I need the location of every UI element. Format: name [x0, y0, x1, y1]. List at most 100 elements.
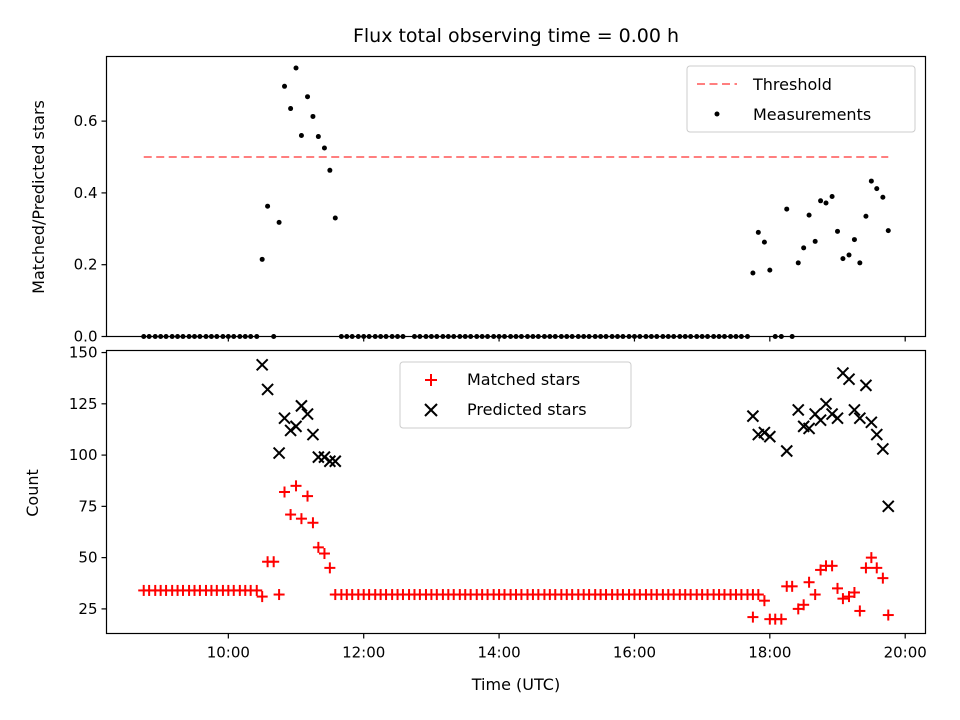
top-y-tick-label: 0.4 [74, 184, 98, 202]
top-y-tick-label: 0.2 [74, 256, 98, 274]
measurement-point [750, 270, 756, 276]
measurement-point [880, 194, 886, 200]
predicted-star-marker [876, 442, 890, 456]
predicted-stars-points [255, 358, 895, 513]
top-axis-ticks: 0.0 0.2 0.4 0.6 [74, 112, 906, 346]
predicted-star-marker [261, 383, 274, 396]
measurement-point [795, 260, 801, 266]
matched-star-marker [865, 552, 877, 564]
predicted-star-marker [289, 420, 303, 433]
bottom-y-tick-label: 75 [78, 497, 97, 515]
top-legend-box [686, 65, 916, 133]
legend-measurements-swatch [714, 111, 720, 117]
measurement-point [310, 113, 316, 119]
bottom-y-tick-label: 100 [69, 446, 98, 464]
x-tick-label: 16:00 [613, 644, 656, 662]
top-panel: Matched/Predicted stars 0.0 0.2 0.4 0.6 Thr… [29, 55, 927, 346]
x-tick-label: 18:00 [748, 644, 791, 662]
bottom-y-tick-label: 125 [69, 395, 98, 413]
predicted-star-marker [278, 411, 291, 425]
matched-stars-points [138, 480, 894, 625]
bottom-y-tick-label: 25 [78, 600, 97, 618]
measurement-point [868, 178, 874, 184]
matched-star-marker [775, 613, 787, 625]
matched-star-marker [290, 480, 302, 492]
matched-star-marker [279, 486, 291, 498]
chart-title: Flux total observing time = 0.00 h [353, 25, 679, 47]
top-y-axis-label: Matched/Predicted stars [29, 100, 48, 294]
predicted-star-marker [301, 407, 314, 421]
predicted-star-marker [859, 379, 873, 392]
matched-star-marker [798, 599, 810, 611]
measurement-point [282, 83, 288, 89]
measurement-point [874, 186, 880, 192]
measurement-point [321, 145, 327, 151]
measurement-point [840, 256, 846, 262]
predicted-star-marker [329, 455, 342, 468]
measurement-point [818, 198, 824, 204]
matched-star-marker [786, 580, 798, 592]
matched-star-marker [758, 595, 770, 607]
predicted-star-marker [819, 397, 833, 411]
measurement-point [851, 237, 857, 243]
measurement-point [806, 212, 812, 218]
measurement-point [298, 132, 304, 138]
predicted-star-marker [870, 428, 883, 441]
measurement-point [829, 194, 835, 199]
matched-star-marker [848, 586, 860, 598]
x-tick-label: 10:00 [207, 644, 250, 662]
predicted-star-marker [848, 403, 861, 417]
legend-predicted-label: Predicted stars [467, 400, 587, 419]
matched-star-marker [307, 517, 319, 529]
predicted-star-marker [255, 358, 269, 372]
bottom-plot-frame [105, 349, 927, 635]
predicted-star-marker [802, 422, 816, 435]
top-plot-frame [105, 55, 927, 338]
measurement-point [327, 167, 333, 173]
matched-star-marker [854, 605, 866, 617]
matched-star-marker [837, 593, 849, 605]
matched-star-marker [251, 584, 263, 596]
matched-star-marker [295, 513, 307, 525]
top-legend: Threshold Measurements [686, 65, 916, 133]
measurement-point [885, 228, 891, 234]
matched-star-marker [747, 611, 759, 623]
measurement-point [846, 252, 852, 258]
x-axis-label: Time (UTC) [471, 675, 560, 694]
predicted-star-marker [295, 399, 308, 413]
measurement-point [767, 267, 773, 273]
measurement-point [755, 229, 761, 235]
predicted-star-marker [792, 403, 805, 417]
predicted-star-marker [853, 411, 867, 425]
matched-star-marker [871, 562, 883, 574]
x-tick-label: 20:00 [884, 644, 927, 662]
measurement-point [305, 94, 311, 100]
bottom-legend: Matched stars Predicted stars [399, 361, 632, 429]
matched-star-marker [268, 556, 280, 568]
matched-star-marker [803, 576, 815, 588]
predicted-star-marker [865, 416, 878, 429]
matched-star-marker [882, 609, 894, 621]
matched-star-marker [860, 562, 872, 574]
matched-star-marker [318, 548, 330, 560]
x-tick-label: 14:00 [477, 644, 520, 662]
matched-star-marker [877, 572, 889, 584]
measurement-point [835, 228, 841, 234]
measurement-point [332, 215, 338, 221]
bottom-y-tick-label: 150 [69, 344, 98, 362]
measurement-point [276, 219, 282, 225]
bottom-axis-ticks: 25 50 75 100 125 150 10:00 12:00 14:00 16:00 18:00… [69, 344, 927, 662]
predicted-star-marker [272, 446, 286, 460]
matched-star-marker [832, 582, 844, 594]
legend-threshold-label: Threshold [752, 75, 832, 94]
matched-star-marker [285, 509, 297, 521]
measurement-point [265, 203, 271, 209]
matched-star-marker [273, 589, 285, 601]
bottom-panel: Count Time (UTC) 25 50 75 100 125 150 10:00 12:… [23, 344, 927, 694]
predicted-star-marker [814, 414, 827, 427]
predicted-star-marker [306, 428, 320, 441]
legend-predicted-swatch [424, 403, 438, 417]
matched-star-marker [312, 541, 324, 553]
measurement-point [259, 256, 265, 262]
